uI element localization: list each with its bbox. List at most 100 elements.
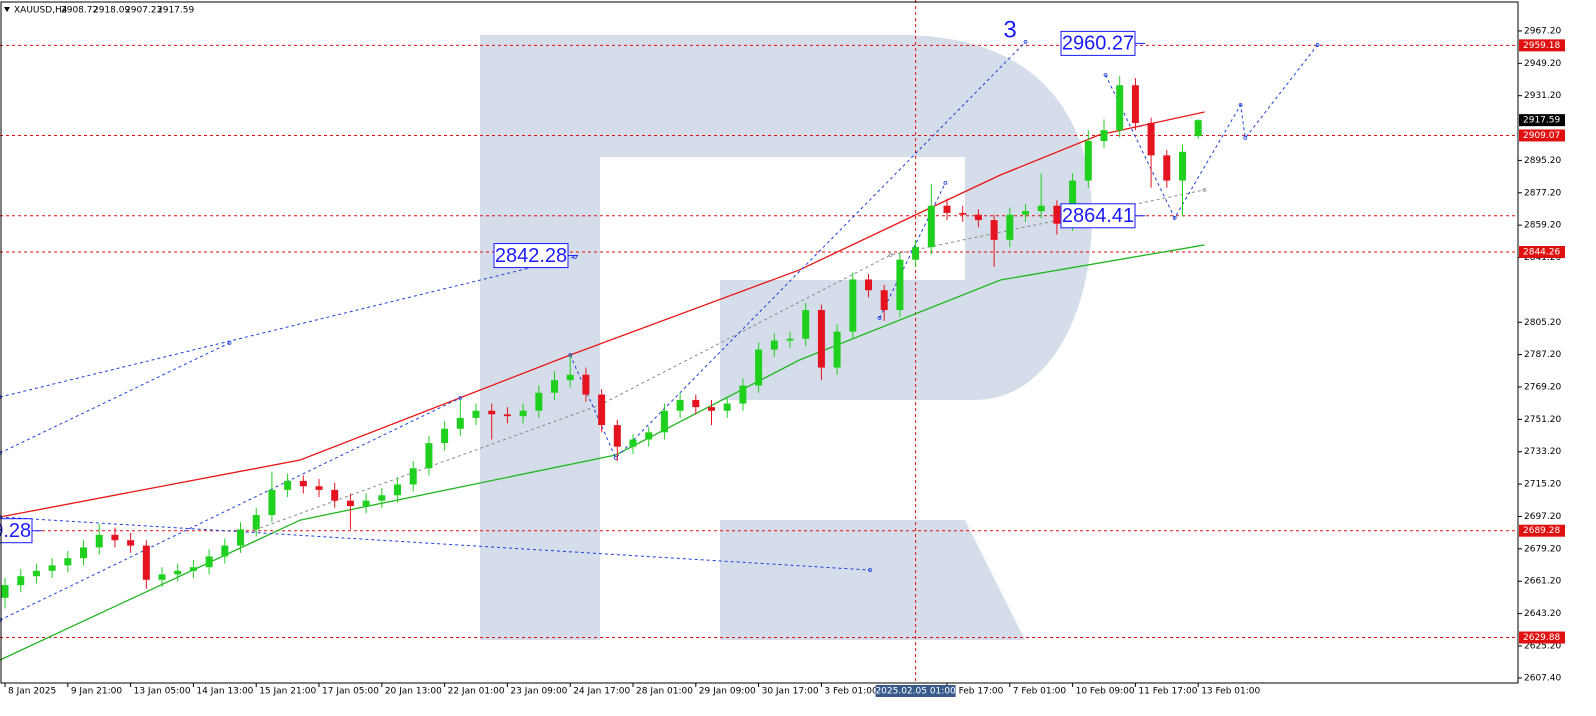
y-tick-label: 2769.20 bbox=[1524, 382, 1561, 392]
annotation: 2842.28 bbox=[495, 245, 567, 267]
overlay-line bbox=[0, 256, 576, 398]
annotation: 2689.28 bbox=[0, 520, 31, 542]
y-tick-label: 2967.20 bbox=[1524, 26, 1561, 36]
price-label-bg bbox=[1519, 39, 1565, 52]
candle-body bbox=[205, 556, 213, 568]
x-tick-label: 17 Jan 05:00 bbox=[322, 687, 379, 697]
ohlc-low: 2907.23 bbox=[125, 6, 162, 16]
candle-body bbox=[1053, 205, 1061, 224]
overlay-vertex bbox=[227, 341, 232, 345]
overlay-vertex bbox=[1315, 43, 1320, 47]
candle-body bbox=[1194, 120, 1202, 137]
wave-label: 3 bbox=[1003, 16, 1016, 43]
overlay-vertex bbox=[888, 253, 893, 257]
overlay-vertex bbox=[458, 396, 463, 400]
candle-body bbox=[64, 558, 72, 566]
overlay-line bbox=[1105, 44, 1318, 220]
overlay-vertex bbox=[877, 316, 882, 320]
y-tick-label: 2895.20 bbox=[1524, 156, 1561, 166]
candle-body bbox=[127, 540, 135, 546]
cursor-label-bg bbox=[875, 685, 956, 697]
x-tick-label: 11 Feb 17:00 bbox=[1138, 687, 1197, 697]
candle-body bbox=[755, 349, 763, 386]
y-tick-label: 2859.20 bbox=[1524, 221, 1561, 231]
overlay-vertex bbox=[1172, 216, 1177, 220]
current-price-bg bbox=[1519, 114, 1565, 127]
current-price: 2917.59 bbox=[1523, 116, 1560, 126]
candle-body bbox=[488, 410, 496, 415]
annotation-box bbox=[493, 243, 569, 269]
overlay-line bbox=[879, 182, 946, 319]
candle-body bbox=[1022, 211, 1030, 215]
candle-body bbox=[17, 576, 25, 586]
candle-body bbox=[1037, 205, 1045, 212]
candle-body bbox=[1084, 140, 1092, 181]
y-tick-label: 2697.20 bbox=[1524, 512, 1561, 522]
candle-body bbox=[692, 399, 700, 408]
candle-body bbox=[598, 394, 606, 426]
plot-frame bbox=[0, 1, 1519, 684]
y-tick-label: 2787.20 bbox=[1524, 350, 1561, 360]
candle-body bbox=[174, 570, 182, 575]
annotation: 2960.27 bbox=[1062, 33, 1134, 55]
y-tick-label: 2661.20 bbox=[1524, 577, 1561, 587]
candle-body bbox=[708, 407, 716, 411]
candle-body bbox=[974, 214, 982, 221]
overlay-vertex bbox=[1202, 188, 1207, 192]
candle-body bbox=[346, 500, 354, 507]
x-tick-label: 13 Feb 01:00 bbox=[1201, 687, 1260, 697]
x-tick-label: 13 Jan 05:00 bbox=[134, 687, 191, 697]
candle-body bbox=[959, 212, 967, 215]
candle-body bbox=[990, 220, 998, 240]
candle-body bbox=[315, 486, 323, 490]
annotation-box bbox=[1060, 203, 1136, 229]
candle-body bbox=[817, 310, 825, 368]
candle-body bbox=[849, 279, 857, 332]
candle-body bbox=[331, 489, 339, 501]
overlay-line bbox=[0, 111, 1205, 518]
candle-body bbox=[503, 414, 511, 417]
x-tick-label: 10 Feb 09:00 bbox=[1076, 687, 1135, 697]
candle-body bbox=[362, 500, 370, 507]
ohlc-close: 2917.59 bbox=[157, 6, 194, 16]
candle-body bbox=[1100, 130, 1108, 141]
candle-body bbox=[943, 205, 951, 213]
candle-body bbox=[723, 403, 731, 411]
candle-body bbox=[535, 392, 543, 411]
y-tick-label: 2805.20 bbox=[1524, 318, 1561, 328]
candle-body bbox=[284, 480, 292, 490]
y-tick-label: 2931.20 bbox=[1524, 91, 1561, 101]
x-tick-label: 24 Jan 17:00 bbox=[573, 687, 630, 697]
y-tick-label: 2715.20 bbox=[1524, 480, 1561, 490]
y-tick-label: 2841.20 bbox=[1524, 253, 1561, 263]
candle-body bbox=[425, 443, 433, 469]
candle-body bbox=[456, 417, 464, 429]
candle-body bbox=[1069, 180, 1077, 224]
x-tick-label: 9 Jan 21:00 bbox=[71, 687, 123, 697]
candle-body bbox=[927, 205, 935, 248]
candle-body bbox=[676, 399, 684, 411]
price-label-bg bbox=[1519, 631, 1565, 644]
x-tick-label: 14 Jan 13:00 bbox=[196, 687, 253, 697]
candle-body bbox=[1163, 155, 1171, 181]
overlay-line bbox=[0, 397, 461, 621]
candle-body bbox=[613, 425, 621, 447]
candle-body bbox=[111, 534, 119, 541]
annotation: 2864.41 bbox=[1062, 205, 1134, 227]
menu-triangle[interactable] bbox=[4, 7, 10, 12]
y-tick-label: 2625.20 bbox=[1524, 641, 1561, 651]
y-tick-label: 2679.20 bbox=[1524, 544, 1561, 554]
candle-body bbox=[551, 380, 559, 393]
price-label: 2959.18 bbox=[1523, 41, 1560, 51]
price-label: 2629.88 bbox=[1523, 633, 1560, 643]
candle-body bbox=[786, 338, 794, 341]
candle-body bbox=[189, 567, 197, 571]
symbol: XAUUSD,H4 bbox=[14, 6, 68, 16]
candle-body bbox=[472, 410, 480, 418]
x-tick-label: 7 Feb 01:00 bbox=[1013, 687, 1067, 697]
x-tick-label: 8 Jan 2025 bbox=[8, 687, 56, 697]
y-tick-label: 2949.20 bbox=[1524, 59, 1561, 69]
cursor-label: 2025.02.05 01:00 bbox=[875, 687, 956, 697]
x-tick-label: 28 Jan 01:00 bbox=[636, 687, 693, 697]
